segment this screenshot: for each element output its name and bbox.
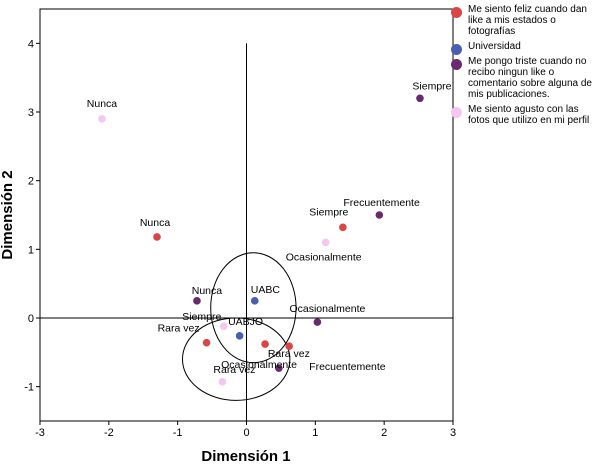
- point-label: Nunca: [192, 285, 223, 297]
- x-tick-label: -2: [104, 427, 114, 439]
- point-label: Ocasionalmente: [221, 359, 297, 371]
- x-axis-title: Dimensión 1: [201, 448, 290, 464]
- point-label: Rara vez: [268, 348, 310, 360]
- legend-item-feliz: Me siento feliz cuando dan like a mis es…: [451, 4, 600, 37]
- data-point: [321, 238, 330, 247]
- y-tick-label: 3: [28, 107, 34, 119]
- point-label: Siempre: [309, 206, 348, 218]
- point-label: UABC: [251, 284, 281, 296]
- data-point: [250, 297, 259, 305]
- legend-dot-blue-icon: [451, 44, 462, 55]
- point-label: UABJO: [228, 316, 263, 328]
- data-point: [275, 364, 283, 372]
- data-point: [235, 332, 244, 340]
- point-label: Ocasionalmente: [286, 251, 362, 263]
- x-tick-label: -3: [35, 427, 45, 439]
- data-point: [339, 223, 347, 232]
- legend-label: Universidad: [468, 41, 521, 52]
- axis-ticks: -3 -2 -1 0 1 2 3 4 3 2 1 0 -1: [24, 38, 456, 439]
- data-point: [313, 318, 322, 326]
- y-tick-label: -1: [24, 382, 34, 394]
- data-point: [202, 338, 211, 347]
- legend-dot-pink-icon: [451, 107, 462, 118]
- y-tick-label: 4: [28, 38, 34, 50]
- data-point: [193, 297, 201, 305]
- x-tick-label: 3: [450, 427, 456, 439]
- point-label: Siempre: [182, 311, 221, 323]
- legend-dot-purple-icon: [451, 59, 462, 70]
- data-point: [98, 115, 106, 123]
- point-label: Frecuentemente: [343, 197, 420, 209]
- point-label: Rara vez: [213, 364, 255, 376]
- point-label: Rara vez: [158, 323, 200, 335]
- x-tick-label: 0: [243, 427, 249, 439]
- data-point: [219, 322, 228, 331]
- legend: Me siento feliz cuando dan like a mis es…: [451, 4, 600, 130]
- point-label: Ocasionalmente: [289, 303, 365, 315]
- confidence-ellipses: [181, 252, 297, 401]
- data-point: [375, 211, 384, 219]
- confidence-ellipse-1: [210, 252, 297, 364]
- y-tick-label: 1: [28, 244, 34, 256]
- y-tick-label: 0: [28, 313, 34, 325]
- legend-item-agusto: Me siento agusto con las fotos que utili…: [451, 104, 600, 126]
- legend-label: Me pongo triste cuando no recibo ningun …: [468, 56, 592, 100]
- legend-label: Me siento feliz cuando dan like a mis es…: [468, 4, 587, 37]
- point-label: Frecuentemente: [309, 361, 386, 373]
- data-point: [261, 340, 269, 348]
- y-axis-title: Dimensión 2: [0, 170, 16, 259]
- x-tick-label: 1: [312, 427, 318, 439]
- x-tick-label: -1: [173, 427, 183, 439]
- data-points: [98, 94, 424, 386]
- point-label: Nunca: [87, 98, 118, 110]
- legend-label: Me siento agusto con las fotos que utili…: [468, 104, 590, 126]
- point-label: Nunca: [140, 217, 171, 229]
- legend-item-triste: Me pongo triste cuando no recibo ningun …: [451, 56, 600, 100]
- data-point: [285, 342, 293, 350]
- reference-lines: [40, 43, 453, 421]
- point-label: Siempre: [412, 80, 451, 92]
- data-point: [218, 378, 227, 386]
- legend-item-universidad: Universidad: [451, 41, 600, 55]
- confidence-ellipse-2: [181, 317, 291, 401]
- legend-dot-red-icon: [451, 7, 462, 18]
- x-tick-label: 2: [381, 427, 387, 439]
- data-point: [153, 233, 161, 241]
- y-tick-label: 2: [28, 176, 34, 188]
- data-point: [416, 94, 424, 103]
